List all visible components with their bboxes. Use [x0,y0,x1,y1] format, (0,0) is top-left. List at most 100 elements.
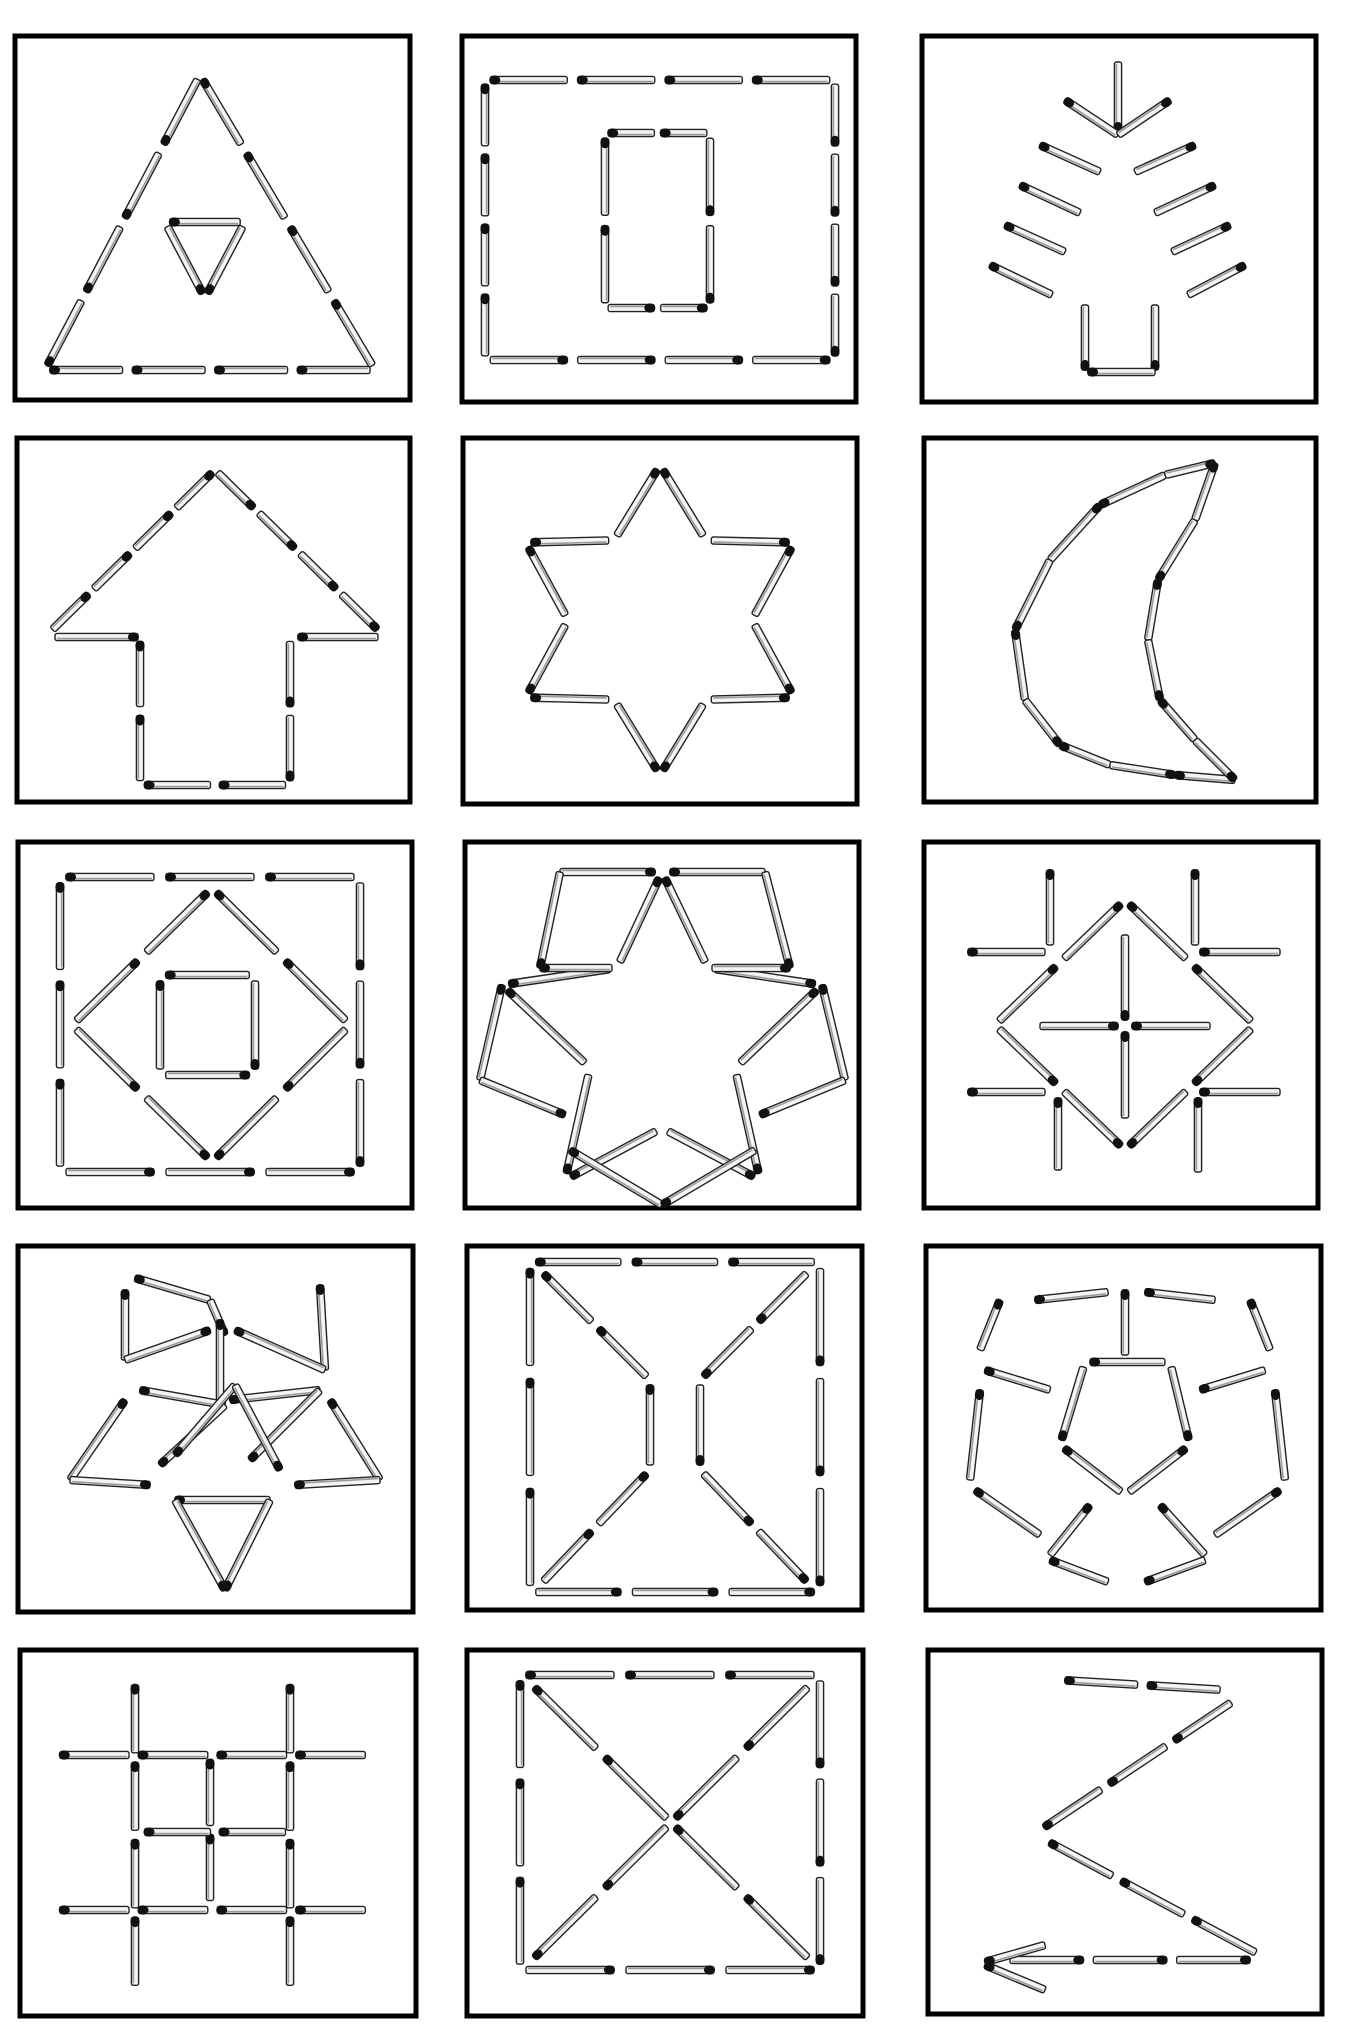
inner-square-stick [155,980,165,1070]
star-stick [530,693,610,704]
outer-rectangle-stick [751,75,831,85]
wall-right-stick [285,640,295,708]
outer-rectangle-stick [480,293,490,357]
outer-rectangle-stick [830,153,840,217]
card-2 [459,33,859,405]
crescent-outer-stick [1173,770,1236,785]
diagonal-stick [531,1684,599,1751]
rectangle-with-inner-rectangle [480,75,840,365]
diamond-stick [1191,963,1254,1024]
floor-stick [143,780,212,790]
corner-cross-stick [967,1087,1046,1097]
center-pentagon-stick [1167,1365,1193,1442]
rhombus-stick [669,867,766,877]
outer-triangle-stick [48,365,124,375]
ball-stick [1048,1556,1110,1586]
outer-square-stick [165,872,255,882]
outer-rectangle-stick [480,223,490,287]
grid-vertical-stick [285,1838,295,1909]
flower-stick [123,1326,212,1364]
grid-vertical-stick [285,1761,295,1832]
funnel-stick [540,1270,595,1325]
top-branch-stick [1116,97,1172,138]
right-branch-stick [1170,221,1232,256]
wall-right-stick [285,714,295,782]
outer-rectangle-stick [752,355,831,365]
outer-triangle-stick [213,365,289,375]
inner-rectangle-stick [600,137,610,216]
eave-left-stick [54,632,139,642]
right-branch-stick [1153,181,1217,217]
zag-stick [1190,1915,1258,1956]
card-10 [15,1243,416,1615]
corner-cross-stick [1199,1087,1281,1097]
trunk-right-stick [1150,304,1160,371]
outer-rectangle-stick [664,75,743,85]
inner-rectangle-stick [659,303,708,313]
diamond-stick [213,889,280,955]
outer-square-stick [355,1078,365,1168]
card-5 [460,435,860,807]
ball-stick [1047,1502,1093,1558]
roof-left-stick [173,469,215,511]
outer-triangle-stick [82,225,124,294]
outer-rectangle-stick [830,223,840,287]
center-pentagon-stick [1126,1445,1189,1495]
inner-rectangle-stick [600,224,610,304]
funnel-stick [755,1528,810,1584]
outer-rectangle-stick [489,75,568,85]
trunk-top-stick [1113,61,1123,133]
grid-vertical-stick [285,1916,295,1987]
card-7 [15,839,415,1211]
inner-rectangle-stick [705,225,715,304]
diamond-with-crosses [967,869,1281,1173]
outer-triangle-stick [296,365,371,375]
outer-square-stick [815,1487,825,1587]
zig-stick [1171,1699,1234,1744]
star-stick [710,536,790,547]
grid-vertical-stick [130,1838,140,1909]
star-stick [504,987,588,1066]
roof-left-stick [50,591,92,633]
star-stick [613,702,661,773]
outer-square-stick [525,1965,615,1975]
star-stick [710,693,790,704]
funnel-stick [595,1471,650,1527]
center-pentagon-stick [1061,1445,1124,1495]
flower-stick [315,1283,330,1371]
crescent-outer-stick [1010,628,1030,701]
roof-right-stick [215,469,257,511]
wall-left-stick [135,714,145,782]
grid-horizontal-stick [294,1905,366,1915]
grid-vertical-stick [130,1683,140,1754]
center-pentagon-stick [1057,1365,1088,1442]
grid-vertical-stick [130,1761,140,1832]
outer-rectangle-stick [577,355,656,365]
outer-square-stick [625,1670,715,1680]
corner-cross-stick [1193,1097,1203,1173]
grid-horizontal-stick [137,1905,209,1915]
diamond-stick [143,889,211,955]
ball-stick [1157,1502,1208,1558]
grid-horizontal-stick [216,1750,288,1760]
flower-stick [233,1326,327,1374]
roof-left-stick [132,510,174,552]
center-cross-stick [1120,1031,1130,1119]
corner-cross-stick [1053,1097,1063,1171]
ball-stick [973,1487,1042,1538]
outer-triangle-stick [131,365,206,375]
crescent-outer-stick [1109,761,1177,779]
inner-triangle-stick [164,224,206,296]
flower-stick [293,1475,381,1490]
grid-vertical-stick [285,1683,295,1754]
outer-square-stick [815,1267,825,1367]
grid-horizontal-stick [58,1750,130,1760]
top-stick [1146,1680,1221,1694]
crescent-inner-stick [1192,737,1238,783]
eave-right-stick [297,632,379,642]
star-stick [661,876,709,964]
outer-rectangle-stick [830,83,840,147]
card-frame [15,1243,416,1615]
funnel-stick [700,1325,755,1380]
pentagon-ball [965,1287,1290,1586]
